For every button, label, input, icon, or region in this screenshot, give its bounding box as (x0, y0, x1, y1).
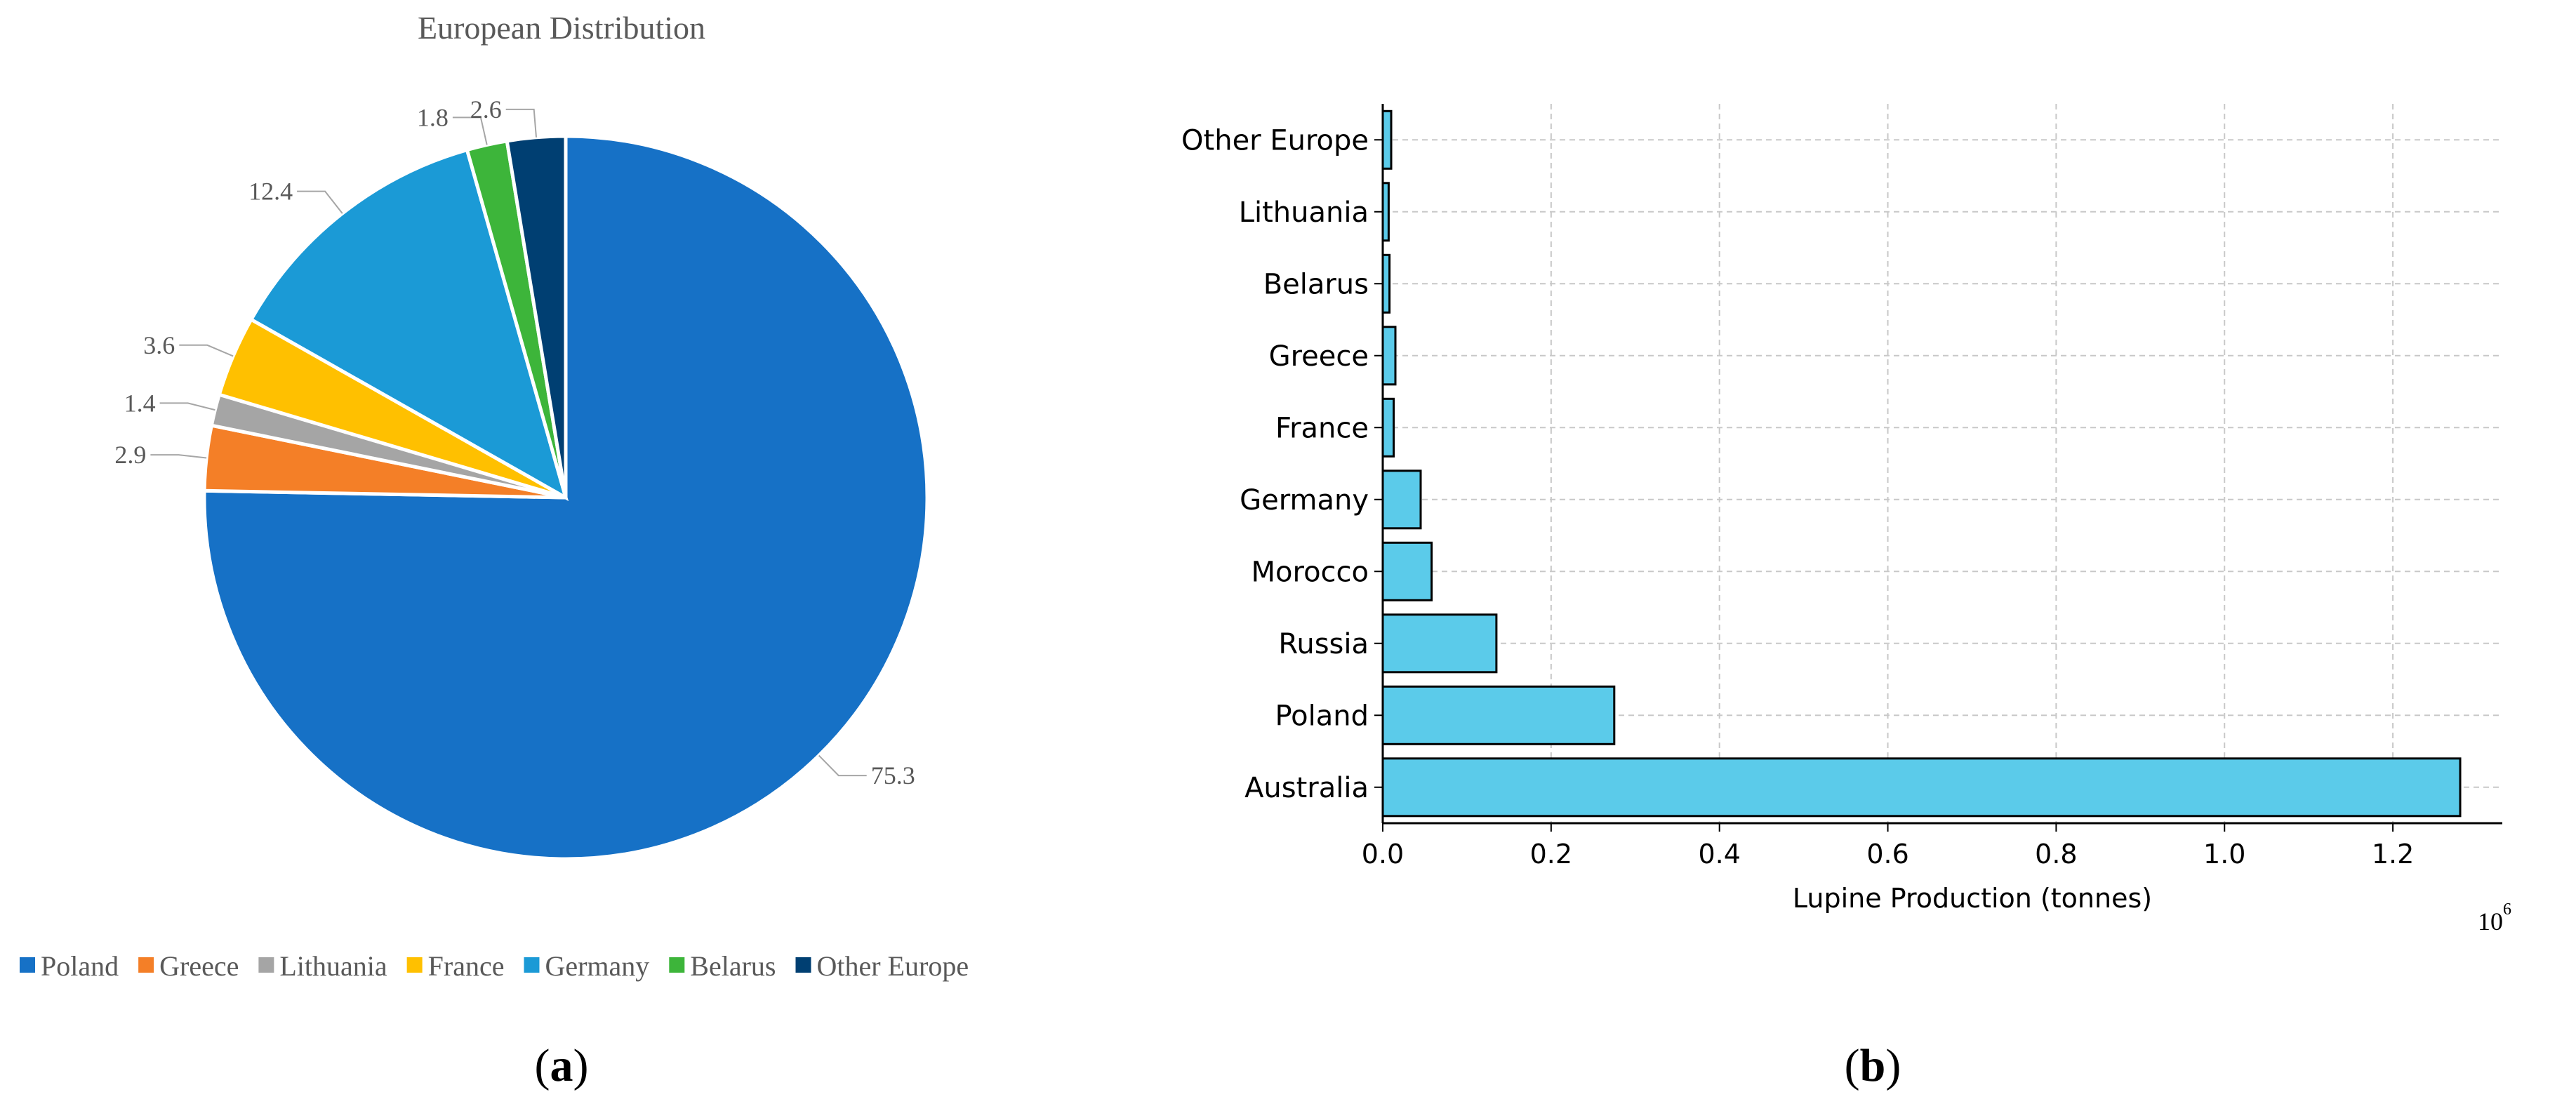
pie-leader-line (452, 116, 488, 145)
pie-title: European Distribution (418, 10, 705, 46)
bar-series (1381, 109, 2462, 818)
pie-data-label: 1.4 (124, 389, 156, 417)
legend-item-france: France (406, 950, 505, 982)
pie-chart: European Distribution 75.3 2.9 1.4 3.6 12.4 1… (20, 10, 969, 1091)
legend-item-lithuania: Lithuania (258, 950, 387, 982)
bar-germany (1381, 469, 1422, 530)
bar-poland (1381, 685, 1616, 745)
pie-leader-line (179, 344, 234, 357)
pie-leader-line (505, 108, 537, 138)
legend-swatch (258, 957, 274, 973)
legend-item-germany: Germany (524, 950, 649, 982)
x-tick-label: 1.0 (2203, 839, 2245, 870)
pie-data-label: 3.6 (143, 331, 175, 359)
legend-swatch (795, 957, 811, 973)
legend-label: France (428, 950, 505, 982)
x-tick-label: 0.6 (1866, 839, 1908, 870)
bar-greece (1381, 326, 1397, 386)
legend-label: Belarus (690, 950, 776, 982)
bar-other-europe (1381, 109, 1393, 170)
y-tick-label: Other Europe (1181, 124, 1369, 156)
legend-swatch (20, 957, 35, 973)
bar-x-tick-labels: 0.0 0.2 0.4 0.6 0.8 1.0 1.2 (1362, 823, 2414, 870)
pie-leader-line (297, 190, 343, 214)
x-tick-label: 0.0 (1362, 839, 1404, 870)
legend-item-greece: Greece (138, 950, 239, 982)
panel-b-label: (b) (1845, 1040, 1901, 1091)
bar-france (1381, 397, 1395, 458)
legend-swatch (406, 957, 423, 973)
pie-data-label: 2.9 (114, 441, 146, 469)
bar-y-tick-labels: Australia Poland Russia Morocco Germany Franc… (1181, 124, 1383, 804)
pie-legend: Poland Greece Lithuania France Germany Belaru… (20, 950, 969, 982)
x-tick-label: 0.8 (2035, 839, 2077, 870)
y-tick-label: France (1275, 412, 1369, 444)
x-tick-label: 0.2 (1530, 839, 1572, 870)
y-tick-label: Lithuania (1239, 197, 1369, 229)
y-tick-label: Morocco (1252, 556, 1369, 588)
legend-item-other-europe: Other Europe (795, 950, 969, 982)
y-tick-label: Germany (1240, 484, 1369, 517)
legend-label: Germany (545, 950, 649, 982)
legend-swatch (524, 957, 540, 973)
bar-australia (1381, 757, 2462, 818)
panel-a-label: (a) (535, 1040, 589, 1091)
legend-label: Other Europe (816, 950, 969, 982)
x-tick-label: 0.4 (1698, 839, 1740, 870)
pie-leader-line (818, 754, 867, 777)
bar-x-axis-label: Lupine Production (tonnes) (1793, 883, 2152, 914)
legend-item-belarus: Belarus (669, 950, 776, 982)
bar-russia (1381, 613, 1498, 674)
pie-slice-other-europe (505, 134, 568, 498)
pie-leader-line (150, 454, 207, 459)
y-tick-label: Greece (1269, 340, 1369, 373)
x-tick-label: 1.2 (2372, 839, 2414, 870)
legend-swatch (669, 957, 685, 973)
pie-leader-line (159, 402, 215, 411)
y-tick-label: Poland (1275, 700, 1369, 732)
pie-data-label: 1.8 (417, 103, 449, 131)
legend-label: Greece (159, 950, 239, 982)
legend-swatch (138, 957, 154, 973)
pie-data-label: 2.6 (470, 95, 502, 124)
legend-item-poland: Poland (20, 950, 119, 982)
y-tick-label: Russia (1278, 628, 1369, 660)
pie-data-label: 12.4 (248, 178, 293, 206)
legend-label: Lithuania (279, 950, 387, 982)
y-tick-label: Belarus (1263, 268, 1369, 300)
bar-x-multiplier: 106 (2478, 900, 2511, 935)
pie-data-labels: 75.3 2.9 1.4 3.6 12.4 1.8 2.6 (114, 95, 915, 790)
y-tick-label: Australia (1244, 772, 1369, 804)
pie-data-label: 75.3 (871, 761, 915, 790)
legend-label: Poland (41, 950, 119, 982)
bar-axes (1381, 104, 2502, 825)
bar-morocco (1381, 541, 1433, 601)
pie-slices (202, 134, 929, 861)
